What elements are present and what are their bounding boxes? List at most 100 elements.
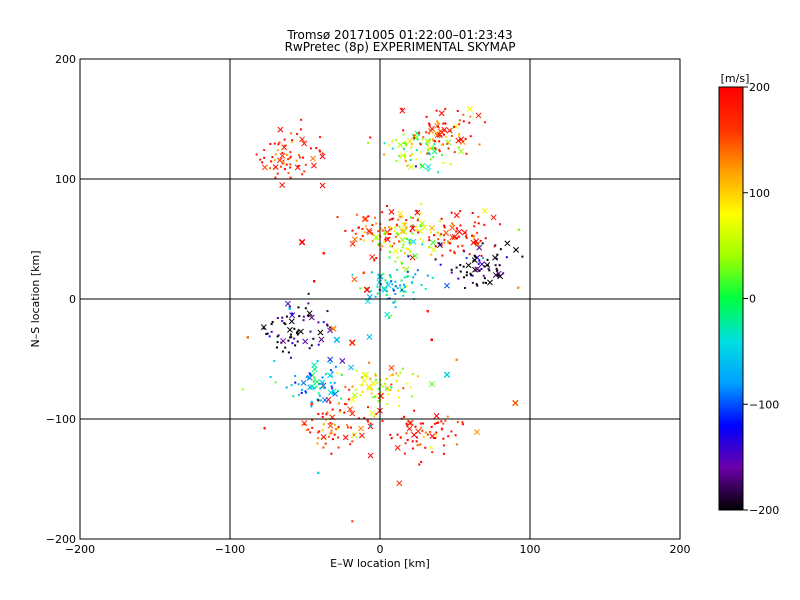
dot-marker	[484, 281, 487, 284]
dot-marker	[455, 358, 458, 361]
dot-marker	[413, 409, 416, 412]
dot-marker	[331, 408, 334, 411]
dot-marker	[458, 119, 461, 122]
dot-marker	[433, 143, 436, 146]
cross-marker	[351, 276, 358, 283]
dot-marker	[284, 346, 287, 349]
dot-marker	[255, 153, 258, 156]
dot-marker	[398, 225, 401, 228]
dot-marker	[440, 217, 443, 220]
dot-marker	[282, 159, 285, 162]
dot-marker	[411, 447, 414, 450]
dot-marker	[292, 395, 295, 398]
cross-marker	[319, 182, 326, 189]
dot-marker	[415, 440, 418, 443]
dot-marker	[276, 316, 279, 319]
dot-marker	[359, 394, 362, 397]
dot-marker	[453, 151, 456, 154]
cross-marker	[364, 286, 370, 293]
dot-marker	[241, 388, 244, 391]
dot-marker	[331, 371, 334, 374]
dot-marker	[391, 147, 394, 150]
dot-marker	[288, 305, 291, 308]
dot-marker	[443, 238, 446, 241]
dot-marker	[296, 333, 299, 336]
cross-marker	[369, 254, 376, 260]
dot-marker	[446, 415, 449, 418]
dot-marker	[432, 436, 435, 439]
dot-marker	[403, 222, 406, 225]
dot-marker	[438, 220, 441, 223]
dot-marker	[351, 520, 354, 523]
dot-marker	[437, 238, 440, 241]
dot-marker	[402, 133, 405, 136]
y-axis-ticks: −200 −100 0 100 200	[46, 53, 76, 546]
cross-marker	[401, 228, 408, 235]
dot-marker	[407, 248, 410, 251]
cross-marker	[327, 389, 334, 396]
dot-marker	[473, 235, 476, 238]
dot-marker	[302, 315, 305, 318]
dot-marker	[298, 315, 301, 318]
dot-marker	[390, 314, 393, 317]
dot-marker	[383, 142, 386, 145]
dot-marker	[395, 232, 398, 235]
dot-marker	[474, 256, 477, 259]
dot-marker	[420, 460, 423, 463]
dot-marker	[281, 162, 284, 165]
dot-marker	[392, 287, 395, 290]
dot-marker	[331, 387, 334, 390]
dot-marker	[411, 153, 414, 156]
dot-marker	[409, 158, 412, 161]
dot-marker	[405, 382, 408, 385]
cross-marker	[330, 325, 337, 332]
cross-marker	[301, 420, 308, 427]
dot-marker	[430, 446, 433, 449]
dot-marker	[471, 274, 474, 277]
dot-marker	[428, 239, 431, 242]
dot-marker	[293, 327, 296, 330]
dot-marker	[357, 417, 360, 420]
dot-marker	[409, 216, 412, 219]
dot-marker	[402, 266, 405, 269]
dot-marker	[322, 321, 325, 324]
dot-marker	[291, 312, 294, 315]
cross-marker	[430, 246, 437, 253]
cross-marker	[419, 220, 426, 227]
dot-marker	[498, 264, 501, 267]
dot-marker	[337, 436, 340, 439]
dot-marker	[419, 422, 422, 425]
dot-marker	[389, 226, 392, 229]
dot-marker	[413, 134, 416, 137]
cross-marker	[348, 364, 355, 371]
dot-marker	[408, 241, 411, 244]
dot-marker	[403, 252, 406, 255]
dot-marker	[377, 242, 380, 245]
dot-marker	[385, 387, 388, 390]
dot-marker	[440, 243, 443, 246]
cross-marker	[458, 148, 465, 155]
dot-marker	[441, 254, 444, 257]
dot-marker	[310, 400, 313, 403]
dot-marker	[447, 147, 450, 150]
dot-marker	[367, 420, 370, 423]
dot-marker	[389, 251, 392, 254]
dot-marker	[304, 307, 307, 310]
dot-marker	[391, 245, 394, 248]
dot-marker	[469, 272, 472, 275]
dot-marker	[368, 424, 371, 427]
dot-marker	[259, 158, 262, 161]
dot-marker	[321, 415, 324, 418]
dot-marker	[281, 152, 284, 155]
cross-marker	[419, 163, 426, 170]
dot-marker	[288, 307, 291, 310]
dot-marker	[465, 257, 468, 260]
dot-marker	[463, 286, 466, 289]
dot-marker	[377, 230, 380, 233]
dot-marker	[281, 316, 284, 319]
dot-marker	[383, 240, 386, 243]
dot-marker	[411, 440, 414, 443]
dot-marker	[465, 271, 468, 274]
dot-marker	[415, 209, 418, 212]
dot-marker	[270, 323, 273, 326]
